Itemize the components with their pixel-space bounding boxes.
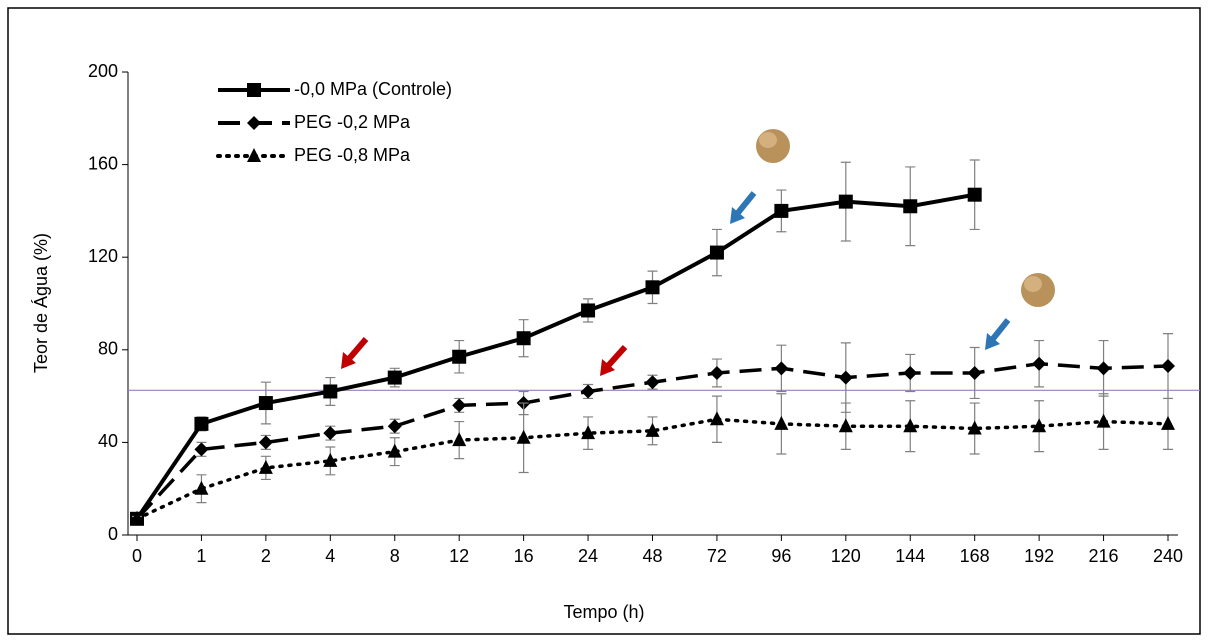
x-tick-label: 168 [960,546,990,566]
data-point [774,415,789,430]
data-point [258,396,273,411]
data-point [645,375,660,390]
x-tick-label: 144 [895,546,925,566]
data-point [130,510,144,525]
data-point [774,361,789,376]
x-tick-label: 48 [642,546,662,566]
data-point [903,365,918,380]
x-tick-label: 96 [771,546,791,566]
y-tick-label: 0 [108,524,118,544]
x-tick-label: 72 [707,546,727,566]
data-point [194,480,209,495]
y-tick-label: 80 [98,339,118,359]
x-tick-label: 1 [196,546,206,566]
data-point [967,420,982,435]
frame [7,7,1201,635]
legend-label: PEG -0,2 MPa [294,112,411,132]
data-point [967,365,982,380]
data-point [903,199,918,214]
seed-images [756,129,1055,307]
x-tick-label: 120 [831,546,861,566]
data-point [709,411,724,426]
x-tick-label: 216 [1089,546,1119,566]
x-tick-label: 8 [390,546,400,566]
data-point [516,429,531,444]
data-point [516,331,531,346]
y-tick-label: 120 [88,246,118,266]
data-point [581,384,596,399]
data-point [387,370,402,385]
data-point [194,442,209,457]
data-point [258,459,273,474]
data-point [581,303,596,318]
data-point [452,432,467,447]
data-point [1032,418,1047,433]
data-point [774,203,789,218]
series-line [135,192,976,520]
data-point [194,416,209,431]
data-point [709,245,724,260]
data-point [387,419,402,434]
data-point [387,443,402,458]
legend-marker [247,83,261,97]
data-point [838,370,853,385]
series-line [135,417,1170,521]
x-axis-label: Tempo (h) [563,602,644,622]
data-point [838,194,853,209]
x-tick-label: 16 [514,546,534,566]
data-point [838,418,853,433]
data-point [323,384,338,399]
x-tick-label: 24 [578,546,598,566]
annotation-arrows [341,191,1011,376]
x-tick-label: 240 [1153,546,1183,566]
y-tick-label: 160 [88,153,118,173]
legend-label: -0,0 MPa (Controle) [294,79,452,99]
data-point [323,452,338,467]
data-point [645,422,660,437]
data-point [645,280,660,295]
data-point [967,187,982,202]
legend-marker [247,148,261,162]
data-point [1032,356,1047,371]
x-tick-label: 2 [261,546,271,566]
data-point [452,349,467,364]
data-point [452,398,467,413]
x-tick-label: 12 [449,546,469,566]
legend-label: PEG -0,8 MPa [294,145,411,165]
y-axis-label: Teor de Água (%) [31,233,51,373]
x-tick-label: 192 [1024,546,1054,566]
y-tick-label: 40 [98,431,118,451]
x-tick-label: 4 [325,546,335,566]
data-point [258,435,273,450]
x-tick-label: 0 [132,546,142,566]
data-point [1096,413,1111,428]
data-point [323,426,338,441]
legend-marker [247,116,261,130]
data-point [1096,361,1111,376]
data-point [1161,415,1175,430]
data-point [903,418,918,433]
data-point [709,365,724,380]
data-point [1161,359,1175,374]
data-point [581,425,596,440]
y-tick-label: 200 [88,61,118,81]
